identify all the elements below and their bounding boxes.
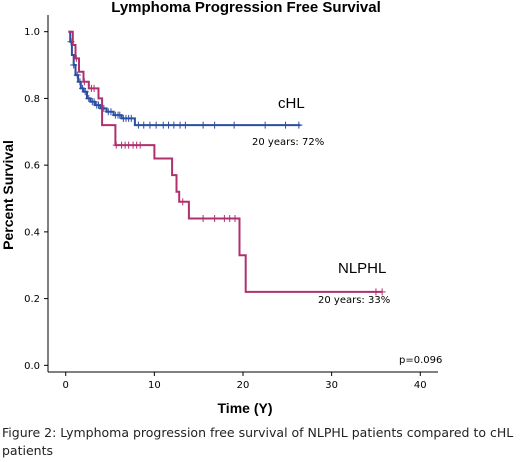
censor-mark-chl xyxy=(170,121,178,129)
censor-mark-chl xyxy=(261,121,269,129)
y-ticks: 0.0 0.2 0.4 0.6 0.8 1.0 xyxy=(24,27,48,372)
p-value: p=0.096 xyxy=(399,355,442,366)
censor-mark-chl xyxy=(295,121,303,129)
y-tick-label: 0.6 xyxy=(24,161,40,172)
censor-mark-nlphl xyxy=(72,54,80,62)
censor-mark-chl xyxy=(140,121,148,129)
y-tick-label: 0.4 xyxy=(24,227,40,238)
x-tick-label: 40 xyxy=(414,380,427,391)
censor-mark-nlphl xyxy=(90,84,98,92)
x-tick-label: 0 xyxy=(63,380,69,391)
y-tick-label: 0.8 xyxy=(24,94,40,105)
censor-mark-chl xyxy=(95,101,103,109)
censor-mark-chl xyxy=(181,121,189,129)
y-axis-title: Percent Survival xyxy=(0,140,16,250)
censor-mark-chl xyxy=(211,121,219,129)
censor-mark-chl xyxy=(70,61,78,69)
series-label-chl: cHL xyxy=(278,95,305,112)
censor-mark-nlphl xyxy=(211,215,219,223)
censor-mark-chl xyxy=(85,94,93,102)
censor-mark-chl xyxy=(146,121,154,129)
chart-title: Lymphoma Progression Free Survival xyxy=(111,0,381,16)
censor-mark-chl xyxy=(199,121,207,129)
censor-mark-nlphl xyxy=(378,288,386,296)
censor-mark-chl xyxy=(73,71,81,79)
censor-mark-nlphl xyxy=(372,288,380,296)
series-layer xyxy=(67,30,386,296)
censor-mark-nlphl xyxy=(179,198,187,206)
annotation-chl: 20 years: 72% xyxy=(252,137,324,148)
censor-mark-chl xyxy=(107,108,115,116)
y-tick-label: 1.0 xyxy=(24,27,40,38)
x-tick-label: 30 xyxy=(325,380,338,391)
censor-mark-chl xyxy=(282,121,290,129)
survival-curve-nlphl xyxy=(68,30,383,293)
censor-mark-nlphl xyxy=(80,78,88,86)
x-axis-title: Time (Y) xyxy=(218,400,273,416)
km-chart: Lymphoma Progression Free Survival 0.00.… xyxy=(0,0,442,416)
x-tick-label: 20 xyxy=(237,380,250,391)
censor-mark-chl xyxy=(230,121,238,129)
censor-mark-chl xyxy=(127,114,135,122)
censor-mark-nlphl xyxy=(199,215,207,223)
censor-mark-nlphl xyxy=(136,141,144,149)
censor-mark-chl xyxy=(116,111,124,119)
censor-mark-chl xyxy=(81,88,89,96)
x-tick-label: 10 xyxy=(148,380,161,391)
censor-mark-nlphl xyxy=(231,215,239,223)
annotation-nlphl: 20 years: 33% xyxy=(318,295,390,306)
survival-curve-chl xyxy=(68,30,301,127)
figure-caption: Figure 2: Lymphoma progression free surv… xyxy=(2,425,514,458)
x-ticks: 0 10 20 30 40 xyxy=(63,372,427,391)
censor-mark-chl xyxy=(152,121,160,129)
y-tick-label: 0.2 xyxy=(24,294,40,305)
series-label-nlphl: NLPHL xyxy=(338,260,386,277)
y-tick-label: 0.0 xyxy=(24,361,40,372)
